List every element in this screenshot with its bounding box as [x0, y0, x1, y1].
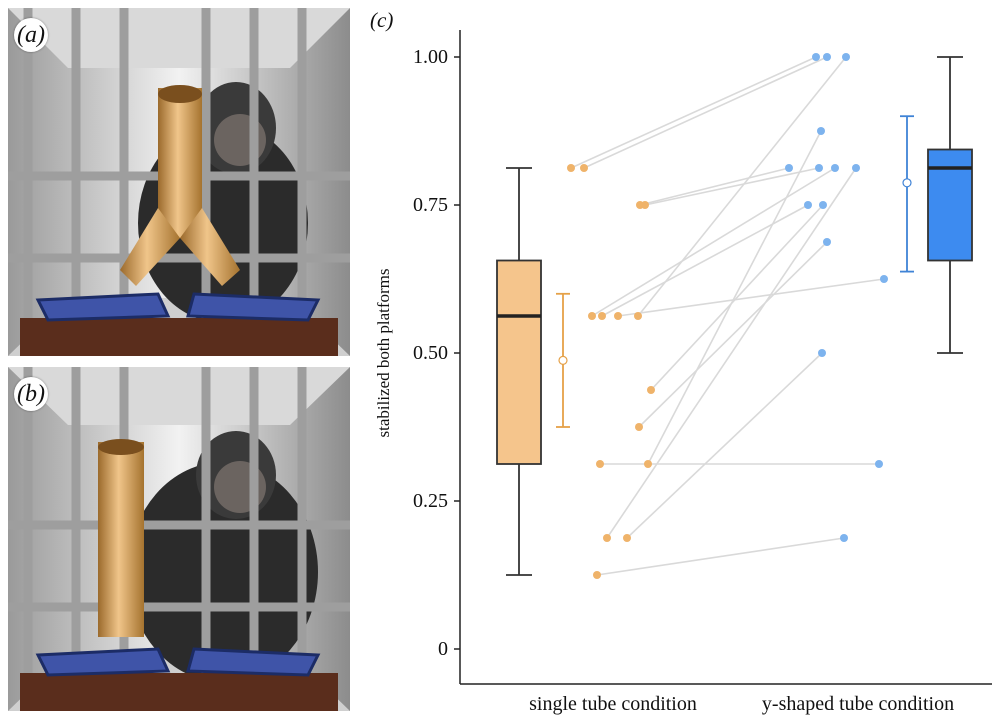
single-tube-point — [596, 460, 604, 468]
pair-line — [601, 204, 809, 317]
y-shaped-tube-point — [818, 349, 826, 357]
y-tick-label: 1.00 — [413, 46, 448, 68]
single-tube-point — [603, 534, 611, 542]
mean-marker — [902, 178, 912, 188]
y-shaped-tube-point — [852, 164, 860, 172]
single-tube-point — [580, 164, 588, 172]
pair-line — [596, 537, 845, 576]
pair-line — [591, 167, 836, 317]
y-shaped-tube-point — [831, 164, 839, 172]
y-tube-cage-image — [8, 8, 350, 356]
y-shaped-tube-point — [880, 275, 888, 283]
single-tube-cage-image — [8, 367, 350, 711]
y-shaped-tube-point — [817, 127, 825, 135]
pair-line — [617, 278, 885, 317]
pair-line — [637, 56, 847, 317]
panel-a-label: (a) — [14, 18, 48, 52]
panel-c-label: (c) — [370, 8, 393, 32]
stabilization-chart: (c) stabilized both platforms 0 0.25 0.50 0… — [370, 8, 992, 715]
chimp-body — [128, 462, 318, 682]
y-tick-label: 0.50 — [413, 342, 448, 364]
y-shaped-tube-point — [815, 164, 823, 172]
single-tube-point — [647, 386, 655, 394]
y-tick-label: 0 — [438, 638, 448, 660]
panel-a-illustration: (a) — [8, 8, 350, 356]
mean-marker — [558, 355, 568, 365]
box-iqr — [496, 259, 542, 465]
pair-line — [647, 130, 822, 465]
pair-line — [638, 241, 828, 428]
single-tube-point — [593, 571, 601, 579]
y-shaped-tube-point — [823, 53, 831, 61]
single-tube — [98, 442, 144, 637]
single-tube-point — [588, 312, 596, 320]
y-shaped-tube-point — [875, 460, 883, 468]
y-tube — [158, 88, 202, 238]
y-shaped-tube-point — [842, 53, 850, 61]
single-tube-point — [634, 312, 642, 320]
pair-line — [606, 167, 857, 539]
box-iqr — [927, 148, 973, 262]
y-shaped-tube-point — [812, 53, 820, 61]
x-tick-label-single: single tube condition — [529, 693, 697, 715]
single-tube-point — [623, 534, 631, 542]
pair-line — [570, 56, 817, 169]
pair-line — [650, 204, 824, 391]
y-shaped-tube-point — [804, 201, 812, 209]
pair-line — [644, 167, 820, 206]
y-axis-label: stabilized both platforms — [374, 268, 393, 437]
panel-b-illustration: (b) — [8, 367, 350, 711]
single-tube-point — [635, 423, 643, 431]
y-shaped-tube-point — [823, 238, 831, 246]
y-tick-label: 0.25 — [413, 490, 448, 512]
x-tick-label-y-shaped: y-shaped tube condition — [762, 693, 954, 715]
panel-b-label: (b) — [14, 377, 48, 411]
pair-line — [583, 56, 828, 169]
single-tube-point — [614, 312, 622, 320]
y-shaped-tube-point — [785, 164, 793, 172]
y-shaped-tube-point — [840, 534, 848, 542]
pair-line — [639, 167, 790, 206]
single-tube-point — [598, 312, 606, 320]
single-tube-point — [641, 201, 649, 209]
single-tube-point — [644, 460, 652, 468]
single-tube-point — [567, 164, 575, 172]
pair-line — [626, 352, 823, 539]
y-tick-label: 0.75 — [413, 194, 448, 216]
y-shaped-tube-point — [819, 201, 827, 209]
